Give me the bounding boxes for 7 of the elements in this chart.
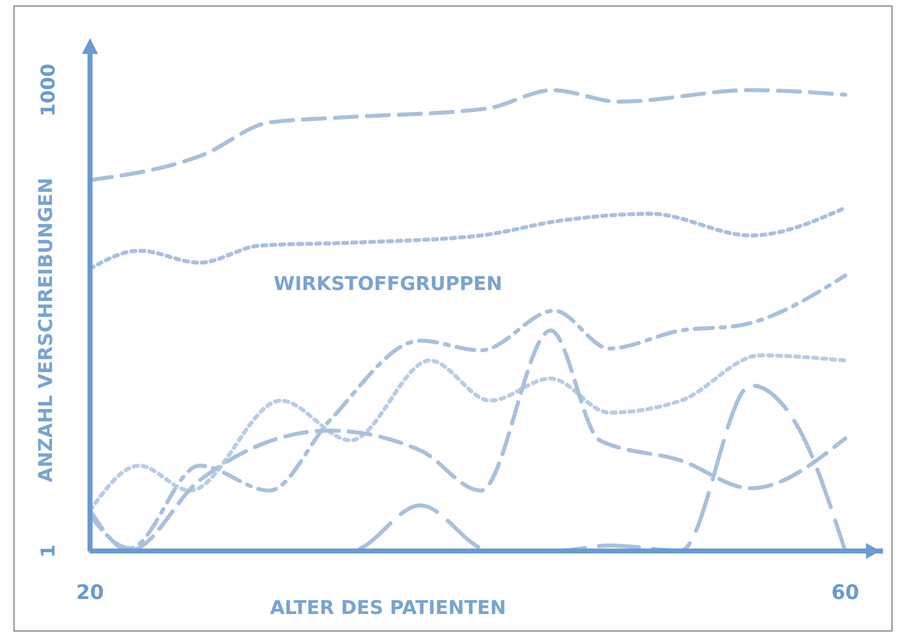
- y-axis-title: ANZAHL VERSCHREIBUNGEN: [35, 178, 57, 482]
- annotation: WIRKSTOFFGRUPPEN: [274, 273, 502, 295]
- x-tick-label: 20: [76, 580, 104, 604]
- x-axis-title: ALTER DES PATIENTEN: [270, 597, 506, 619]
- y-tick-label: 1: [38, 544, 60, 558]
- x-tick-label: 60: [831, 580, 860, 604]
- y-tick-label: 1000: [38, 64, 60, 117]
